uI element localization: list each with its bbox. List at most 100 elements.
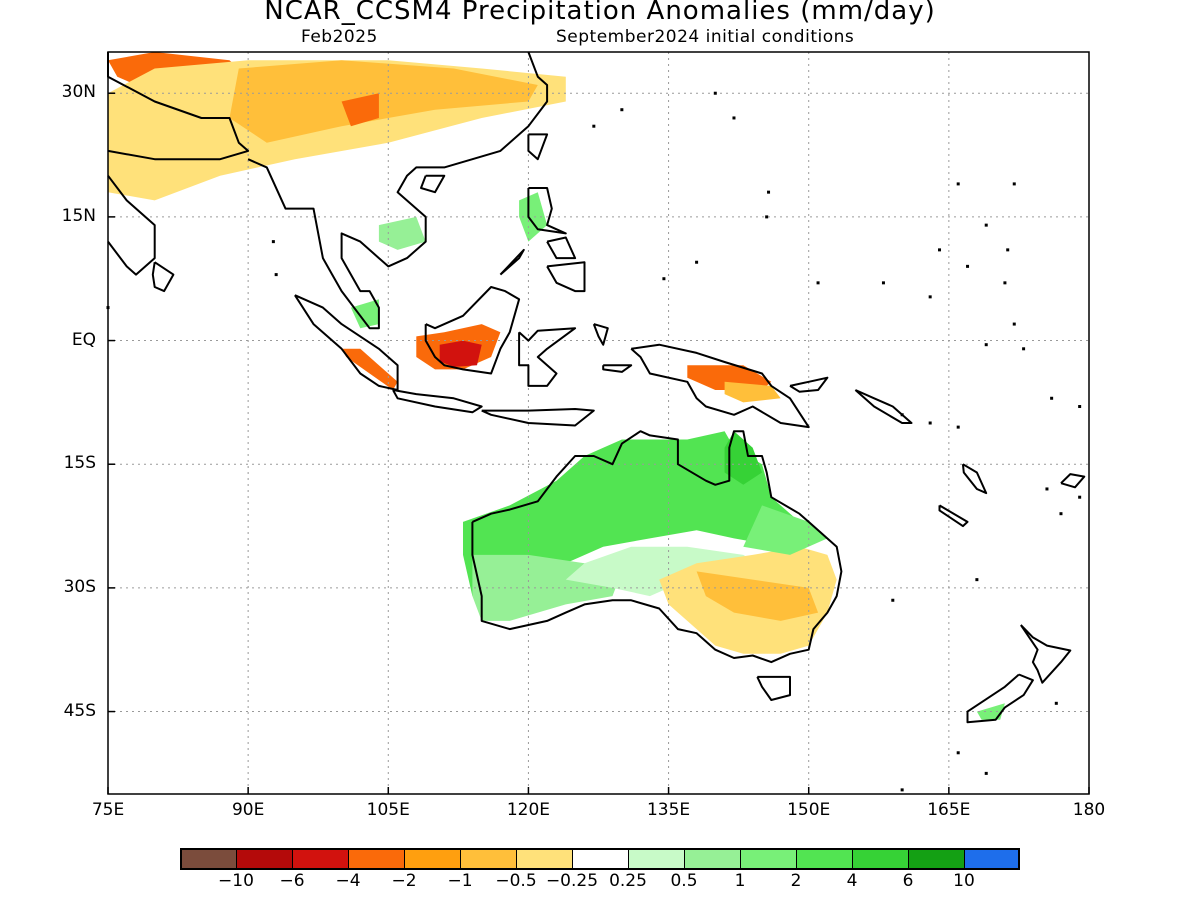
- small-island: [956, 425, 960, 429]
- small-island: [984, 223, 988, 227]
- colorbar-swatch: [852, 848, 908, 868]
- lon-label: 165E: [927, 800, 971, 820]
- map-title: NCAR_CCSM4 Precipitation Anomalies (mm/d…: [264, 0, 936, 26]
- anomaly-region-aus-central-light: [565, 546, 772, 597]
- coastline-asia-mainland: [247, 51, 549, 330]
- anomaly-region-cape-york: [724, 431, 762, 485]
- colorbar-swatch: [460, 848, 516, 868]
- coastline-new-guinea: [630, 343, 810, 429]
- small-island: [900, 413, 904, 417]
- small-island: [1022, 347, 1026, 351]
- anomaly-region-aus-east-wet: [743, 505, 828, 555]
- coastline-india: [107, 52, 250, 161]
- small-island: [620, 108, 624, 112]
- lat-label: 15S: [63, 453, 96, 474]
- anomaly-region-china-belt-inner: [229, 60, 538, 143]
- small-island: [592, 124, 596, 128]
- lon-label: 120E: [506, 800, 551, 820]
- small-island: [1006, 248, 1010, 252]
- small-island: [732, 116, 736, 120]
- lon-label: 180: [1072, 800, 1106, 820]
- small-island: [1054, 701, 1058, 705]
- small-island: [662, 277, 666, 281]
- coastline-taiwan: [527, 133, 549, 161]
- small-island: [928, 295, 932, 299]
- colorbar-swatch: [796, 848, 852, 868]
- small-island: [956, 751, 960, 755]
- initial-conditions-label: September2024 initial conditions: [556, 27, 855, 47]
- small-island: [975, 578, 979, 582]
- colorbar-label: −10: [218, 871, 254, 891]
- colorbar-label: 10: [953, 871, 975, 891]
- coastline-new-caledonia: [938, 504, 969, 528]
- coastline-sulawesi: [518, 327, 577, 387]
- small-island: [881, 281, 885, 285]
- small-island: [928, 421, 932, 425]
- small-island: [695, 260, 699, 264]
- anomaly-region-new-guinea: [687, 365, 772, 390]
- lon-label: 75E: [91, 800, 125, 820]
- coastline-borneo: [424, 286, 521, 375]
- colorbar-swatch: [740, 848, 796, 868]
- small-island: [1059, 512, 1063, 516]
- small-island: [984, 343, 988, 347]
- small-island: [1078, 495, 1082, 499]
- small-island: [984, 771, 988, 775]
- small-island: [271, 240, 275, 244]
- lon-label: 105E: [366, 800, 410, 820]
- colorbar-swatch: [292, 848, 348, 868]
- coastline-seram: [602, 364, 633, 373]
- colorbar-swatch: [404, 848, 460, 868]
- colorbar-label: −4: [335, 871, 361, 891]
- coastline-hainan: [420, 174, 446, 194]
- small-island: [1012, 182, 1016, 186]
- small-island: [956, 182, 960, 186]
- anomaly-region-aus-south-inner: [696, 571, 819, 621]
- colorbar-label: 1: [734, 871, 746, 891]
- coastline-tasmania: [756, 675, 791, 701]
- colorbar-swatch: [684, 848, 740, 868]
- colorbar-label: −2: [391, 871, 417, 891]
- anomaly-region-sumatra-south: [341, 348, 398, 390]
- coastline-nz-north: [1019, 624, 1072, 684]
- colorbar-swatch: [516, 848, 572, 868]
- colorbar-label: −0.5: [495, 871, 537, 891]
- coastline-india-coast: [107, 175, 156, 276]
- anomaly-region-myanmar-cell: [341, 93, 379, 127]
- small-island: [816, 281, 820, 285]
- coastline-new-britain: [789, 376, 829, 393]
- coastline-fiji: [1060, 473, 1086, 489]
- small-island: [938, 248, 942, 252]
- lon-label: 135E: [646, 800, 691, 820]
- colorbar-swatch: [628, 848, 684, 868]
- small-island: [1003, 281, 1007, 285]
- colorbar-label: 2: [790, 871, 802, 891]
- colorbar-swatch: [908, 848, 964, 868]
- small-island: [713, 91, 717, 95]
- anomaly-region-borneo-core: [439, 340, 482, 367]
- coastline-sri-lanka: [151, 261, 175, 293]
- coastline-vanuatu: [961, 463, 988, 495]
- colorbar-label: 0.5: [670, 871, 698, 891]
- map-frame: [107, 51, 1090, 795]
- colorbar-swatch: [236, 848, 292, 868]
- coastline-layer: [106, 51, 1086, 792]
- lat-label: EQ: [71, 329, 96, 350]
- small-island: [1045, 487, 1049, 491]
- colorbar-swatch: [572, 848, 628, 868]
- coastline-palawan: [499, 248, 525, 276]
- coastline-australia: [471, 430, 843, 664]
- lon-label: 150E: [787, 800, 831, 820]
- colorbar-label: −6: [279, 871, 305, 891]
- lat-label: 15N: [61, 205, 96, 226]
- colorbar-swatch: [964, 848, 1020, 868]
- colorbar-swatch: [180, 848, 236, 868]
- lat-label: 30N: [61, 82, 96, 103]
- small-island: [1012, 322, 1016, 326]
- small-island: [1078, 405, 1082, 409]
- small-island: [966, 264, 970, 268]
- coastline-lesser-sunda: [481, 408, 595, 427]
- anomaly-fill-layer: [108, 52, 1005, 720]
- anomaly-region-new-guinea-south: [724, 381, 781, 403]
